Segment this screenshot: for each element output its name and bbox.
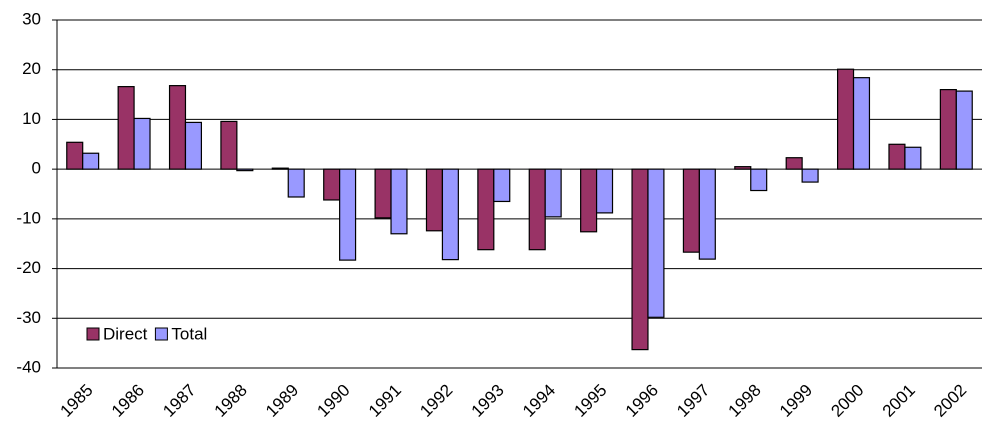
legend-swatch xyxy=(154,327,168,341)
bar xyxy=(374,168,392,219)
bar xyxy=(580,168,598,233)
bar xyxy=(544,168,562,218)
bar xyxy=(477,168,495,251)
bar xyxy=(117,86,135,170)
legend-label: Direct xyxy=(103,324,148,343)
x-tick-label: 1999 xyxy=(776,381,816,421)
bar xyxy=(82,152,100,170)
bar xyxy=(168,85,187,170)
x-tick-label: 1994 xyxy=(519,381,559,421)
x-tick-label: 1998 xyxy=(725,381,765,421)
bar xyxy=(271,167,289,170)
bar xyxy=(904,146,922,170)
legend-swatch xyxy=(86,327,100,341)
bar xyxy=(682,168,700,253)
y-tick-label: 0 xyxy=(32,159,41,178)
bar xyxy=(852,77,871,170)
bar xyxy=(595,168,614,214)
x-tick-label: 1991 xyxy=(365,381,405,421)
y-tick-label: -10 xyxy=(16,208,41,227)
x-tick-label: 1987 xyxy=(159,381,199,421)
x-tick-label: 1997 xyxy=(673,381,713,421)
bar xyxy=(184,121,203,170)
x-tick-label: 1992 xyxy=(416,381,456,421)
y-tick-label: -20 xyxy=(16,258,41,277)
x-tick-label: 1990 xyxy=(313,381,353,421)
bar xyxy=(493,168,511,203)
bar xyxy=(631,168,649,351)
x-tick-label: 2000 xyxy=(827,381,867,421)
bar xyxy=(836,68,855,170)
bar xyxy=(66,141,84,170)
bar xyxy=(888,143,906,170)
bar xyxy=(698,168,716,260)
x-tick-label: 1989 xyxy=(262,381,302,421)
bar xyxy=(647,168,665,318)
y-tick-label: 10 xyxy=(22,109,41,128)
bar xyxy=(528,168,546,251)
x-tick-label: 2002 xyxy=(930,381,970,421)
bar xyxy=(734,166,752,170)
bar xyxy=(390,168,408,235)
bar xyxy=(220,120,238,170)
x-tick-label: 1985 xyxy=(57,381,97,421)
bar xyxy=(801,168,819,183)
x-tick-label: 1986 xyxy=(108,381,148,421)
x-tick-label: 1996 xyxy=(622,381,662,421)
bar xyxy=(323,168,341,201)
bar xyxy=(287,168,305,198)
x-tick-label: 1995 xyxy=(570,381,610,421)
bar xyxy=(750,168,768,192)
x-tick-label: 1988 xyxy=(211,381,251,421)
x-tick-label: 1993 xyxy=(468,381,508,421)
bar xyxy=(939,88,957,170)
x-tick-label: 2001 xyxy=(879,381,919,421)
bar xyxy=(441,168,459,261)
bar xyxy=(339,168,357,261)
bar xyxy=(955,90,973,170)
bar xyxy=(236,168,254,172)
legend-label: Total xyxy=(171,324,207,343)
bar xyxy=(425,168,444,232)
y-tick-label: -30 xyxy=(16,308,41,327)
y-tick-label: -40 xyxy=(16,357,41,376)
y-tick-label: 20 xyxy=(22,59,41,78)
y-tick-label: 30 xyxy=(22,9,41,28)
bar xyxy=(785,157,803,170)
bar xyxy=(133,117,151,170)
